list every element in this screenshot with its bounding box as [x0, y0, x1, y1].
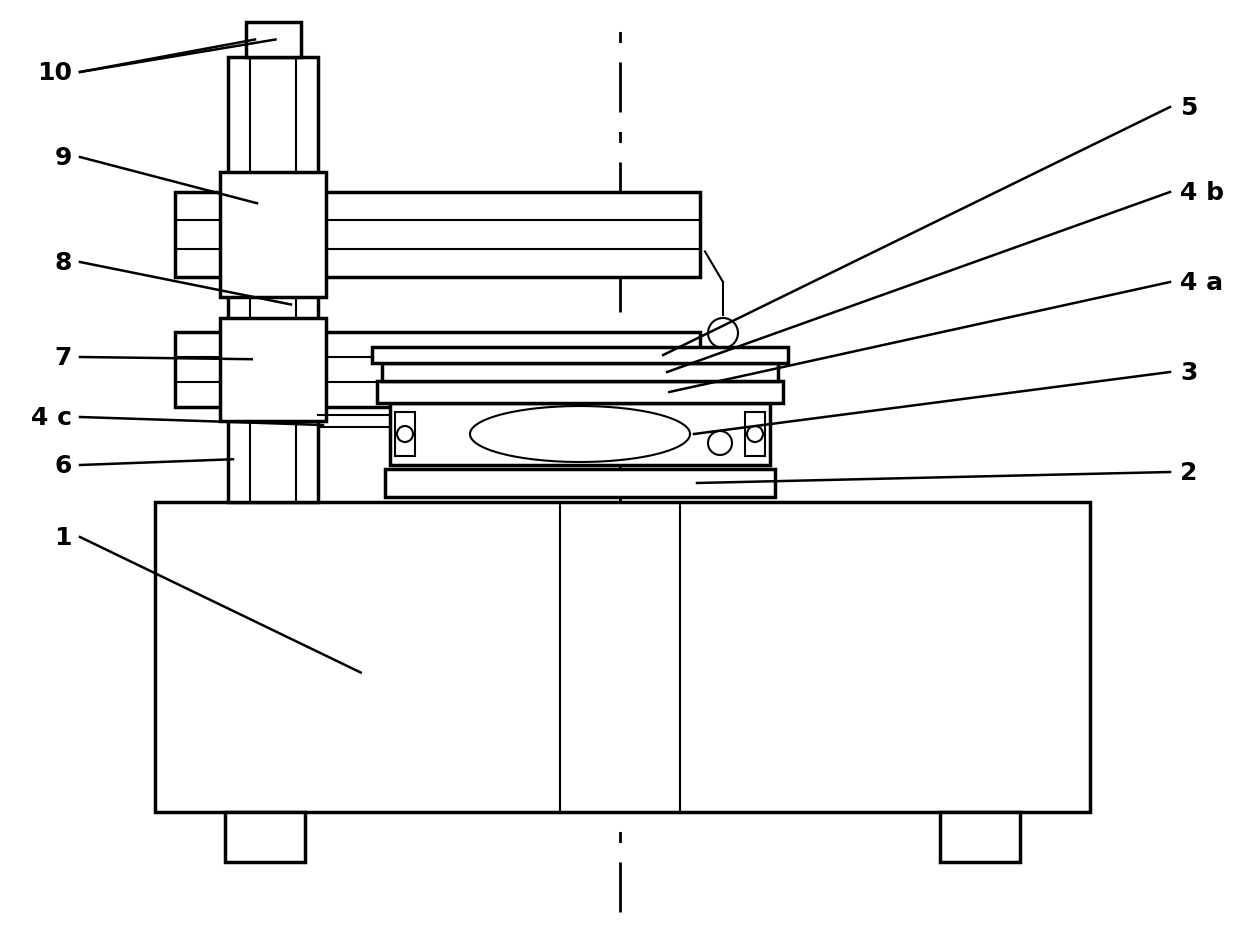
Text: 6: 6	[55, 453, 72, 477]
Bar	[175, 193, 701, 278]
Bar	[377, 382, 782, 403]
Text: 4 a: 4 a	[1180, 271, 1223, 295]
Bar	[224, 812, 305, 862]
Bar	[219, 172, 326, 298]
Text: 5: 5	[1180, 95, 1198, 120]
Text: 4 b: 4 b	[1180, 181, 1224, 205]
Text: 3: 3	[1180, 361, 1198, 385]
Text: 4 c: 4 c	[31, 405, 72, 429]
Bar	[745, 413, 765, 456]
Bar	[246, 23, 300, 57]
Text: 10: 10	[37, 61, 72, 85]
Text: 7: 7	[55, 346, 72, 370]
Bar	[940, 812, 1021, 862]
Bar	[219, 319, 326, 422]
Bar	[396, 413, 415, 456]
Bar	[228, 57, 317, 502]
Text: 8: 8	[55, 250, 72, 274]
Bar	[372, 348, 787, 363]
Text: 9: 9	[55, 146, 72, 170]
Bar	[384, 469, 775, 498]
Text: 1: 1	[55, 526, 72, 550]
Text: 2: 2	[1180, 461, 1198, 485]
Bar	[391, 403, 770, 465]
Bar	[175, 333, 701, 408]
Bar	[155, 502, 1090, 812]
Bar	[382, 363, 777, 382]
